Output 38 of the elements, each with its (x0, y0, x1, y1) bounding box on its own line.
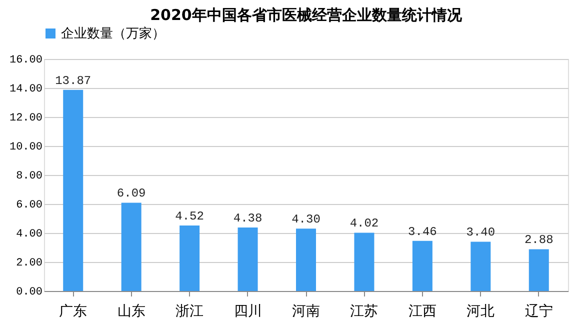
y-tick-label: 0.00 (16, 286, 42, 298)
data-label: 4.02 (350, 216, 379, 231)
y-tick-label: 16.00 (9, 54, 42, 66)
y-tick-label: 2.00 (16, 258, 42, 270)
y-tick-label: 8.00 (16, 170, 42, 182)
data-label: 13.87 (55, 74, 92, 88)
data-label: 4.52 (175, 209, 204, 224)
bar (412, 240, 432, 291)
x-tick-label: 河南 (292, 304, 320, 320)
bar (180, 225, 200, 291)
y-tick-label: 14.00 (9, 84, 42, 96)
data-label: 2.88 (524, 233, 554, 248)
bar (470, 242, 491, 291)
bar (238, 227, 258, 291)
y-tick-label: 12.00 (9, 112, 42, 124)
bar (354, 232, 374, 291)
x-tick-label: 河北 (466, 304, 495, 320)
legend-label: 企业数量（万家） (61, 26, 165, 42)
bar (63, 90, 84, 291)
y-tick-label: 4.00 (16, 228, 42, 240)
x-tick-label: 广东 (59, 304, 88, 320)
x-tick-label: 江西 (408, 304, 436, 320)
x-tick-label: 辽宁 (524, 304, 553, 320)
data-label: 6.09 (116, 186, 146, 201)
y-tick-label: 10.00 (9, 142, 42, 154)
bar (121, 202, 142, 291)
bar (528, 249, 549, 291)
data-label: 3.40 (466, 226, 496, 240)
x-tick-label: 四川 (234, 304, 262, 320)
x-tick-label: 浙江 (176, 304, 204, 320)
y-tick-label: 6.00 (16, 200, 42, 212)
data-label: 4.30 (292, 212, 320, 227)
data-label: 4.38 (233, 211, 262, 226)
data-label: 3.46 (408, 224, 437, 239)
x-tick-label: 山东 (117, 304, 146, 320)
chart-title: 2020年中国各省市医械经营企业数量统计情况 (150, 6, 463, 24)
bar (296, 228, 316, 291)
x-tick-label: 江苏 (350, 304, 378, 320)
